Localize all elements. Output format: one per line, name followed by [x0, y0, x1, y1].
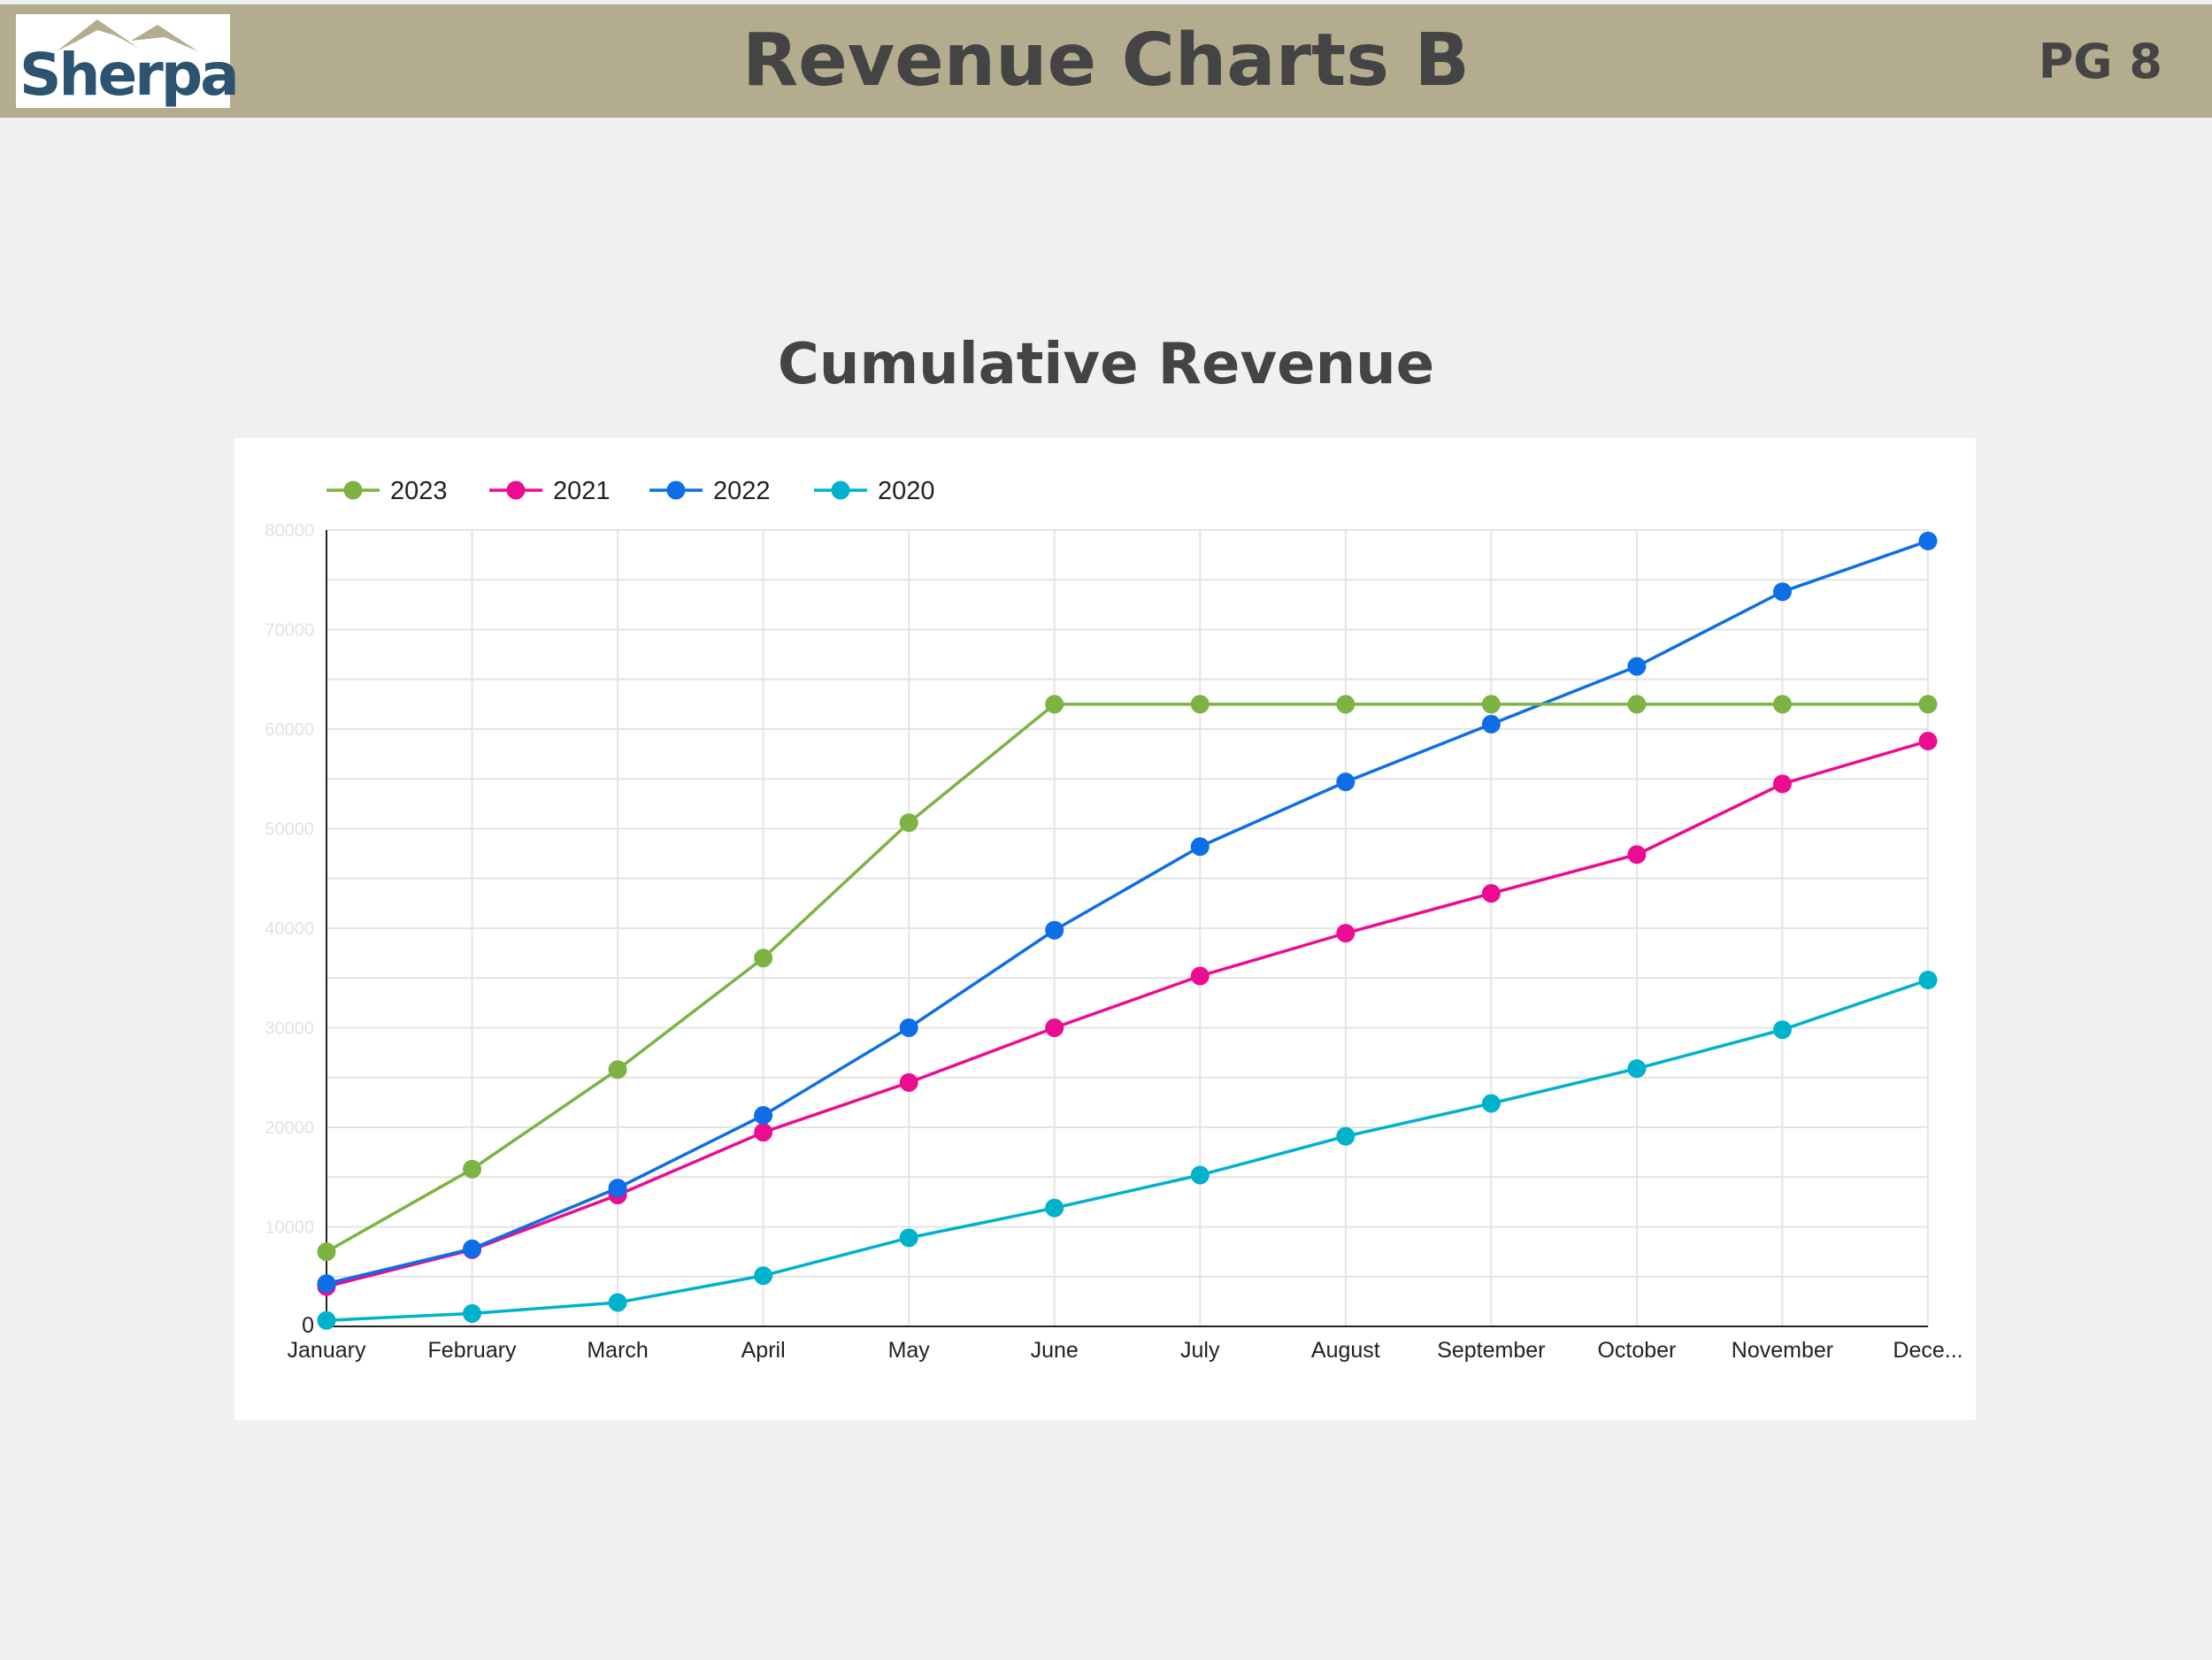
- data-point-2022: [754, 1106, 773, 1125]
- data-point-2020: [1045, 1198, 1064, 1218]
- data-point-2023: [1481, 695, 1501, 714]
- header-bar: Sherpa Revenue Charts B PG 8: [0, 4, 2212, 118]
- x-tick-label: April: [741, 1338, 786, 1363]
- data-point-2022: [1772, 582, 1792, 602]
- series-line-2020: [326, 978, 1929, 1322]
- legend-marker-2022: [666, 480, 686, 500]
- data-point-2021: [1336, 924, 1356, 943]
- data-point-2021: [1918, 732, 1938, 750]
- axes: [326, 530, 1928, 1327]
- data-point-2023: [1045, 695, 1064, 714]
- data-point-2023: [1336, 695, 1356, 714]
- data-point-2022: [1481, 714, 1501, 734]
- data-point-2020: [1481, 1094, 1501, 1113]
- x-tick-label: August: [1311, 1338, 1380, 1363]
- data-point-2023: [463, 1159, 482, 1179]
- series-line-2021: [326, 739, 1929, 1288]
- data-point-2021: [1627, 845, 1647, 865]
- series-lines: [317, 531, 1938, 1330]
- data-point-2020: [1336, 1126, 1356, 1146]
- y-tick-label: 40000: [265, 919, 314, 939]
- data-point-2020: [1918, 971, 1938, 989]
- data-point-2021: [754, 1123, 773, 1142]
- data-point-2022: [1045, 920, 1064, 940]
- page-number: PG 8: [2038, 34, 2162, 89]
- data-point-2022: [1918, 531, 1938, 550]
- data-point-2021: [1772, 774, 1792, 794]
- y-axis-ticks: 0 10000 20000 30000 40000 50000 60000 70000 8000…: [265, 521, 314, 1338]
- data-point-2023: [1190, 695, 1210, 714]
- y-tick-label: 70000: [265, 621, 314, 641]
- mountain-logo-icon: [57, 19, 198, 51]
- x-tick-label: June: [1031, 1338, 1079, 1363]
- grid-lines: [326, 529, 1929, 1327]
- x-tick-label: February: [428, 1338, 518, 1363]
- data-point-2020: [754, 1266, 773, 1286]
- x-tick-label: January: [288, 1338, 366, 1363]
- y-tick-label: 80000: [265, 521, 314, 541]
- data-point-2023: [1627, 695, 1647, 714]
- series-line-2022: [326, 539, 1929, 1286]
- y-tick-label: 50000: [265, 820, 314, 840]
- data-point-2022: [1336, 772, 1356, 792]
- data-point-2023: [317, 1242, 336, 1262]
- chart-title: Cumulative Revenue: [777, 332, 1435, 397]
- data-point-2020: [608, 1293, 627, 1312]
- data-point-2020: [1627, 1059, 1647, 1079]
- line-chart: 0 10000 20000 30000 40000 50000 60000 70000 8000…: [265, 477, 1963, 1363]
- data-point-2020: [463, 1303, 482, 1323]
- data-point-2022: [463, 1239, 482, 1258]
- x-tick-label: September: [1437, 1338, 1545, 1363]
- data-point-2023: [608, 1060, 627, 1080]
- data-point-2022: [1190, 837, 1210, 857]
- data-point-2020: [1190, 1165, 1210, 1185]
- legend-label-2022: 2022: [713, 477, 771, 505]
- x-tick-label: July: [1180, 1338, 1220, 1363]
- page-title: Revenue Charts B: [741, 19, 1471, 103]
- legend-marker-2020: [831, 480, 850, 500]
- data-point-2022: [317, 1274, 336, 1294]
- x-axis-ticks: January February March April May June July Augu…: [288, 1338, 1963, 1363]
- legend-label-2023: 2023: [390, 477, 448, 505]
- x-tick-label: May: [888, 1338, 931, 1363]
- data-point-2023: [899, 813, 918, 833]
- y-tick-label: 60000: [265, 720, 314, 740]
- legend-marker-2021: [506, 480, 526, 500]
- logo-text: Sherpa: [19, 41, 240, 109]
- legend-marker-2023: [343, 480, 363, 500]
- data-point-2021: [1045, 1018, 1064, 1037]
- x-tick-label: March: [587, 1338, 648, 1363]
- legend: 2023 2021 2022 2020: [326, 477, 935, 505]
- x-tick-label: October: [1597, 1338, 1676, 1363]
- data-point-2020: [899, 1228, 918, 1248]
- chart-panel: 0 10000 20000 30000 40000 50000 60000 70000 8000…: [234, 438, 1976, 1420]
- y-tick-label: 10000: [265, 1218, 314, 1238]
- data-point-2021: [899, 1072, 918, 1092]
- x-tick-label: November: [1732, 1338, 1833, 1363]
- data-point-2023: [1918, 695, 1938, 714]
- data-point-2022: [899, 1018, 918, 1037]
- y-tick-label: 30000: [265, 1019, 314, 1039]
- legend-label-2021: 2021: [553, 477, 611, 505]
- data-point-2020: [1772, 1020, 1792, 1040]
- y-tick-label: 0: [302, 1313, 314, 1338]
- data-point-2022: [1627, 657, 1647, 676]
- series-line-2023: [326, 703, 1928, 1254]
- data-point-2022: [608, 1179, 627, 1198]
- y-tick-label: 20000: [265, 1118, 314, 1138]
- data-point-2023: [754, 949, 773, 968]
- data-point-2021: [1190, 966, 1210, 986]
- sherpa-logo: Sherpa: [16, 14, 240, 108]
- data-point-2020: [317, 1310, 336, 1330]
- data-point-2021: [1481, 884, 1501, 903]
- x-tick-label: Dece...: [1893, 1338, 1962, 1363]
- legend-label-2020: 2020: [878, 477, 935, 505]
- data-point-2023: [1772, 695, 1792, 714]
